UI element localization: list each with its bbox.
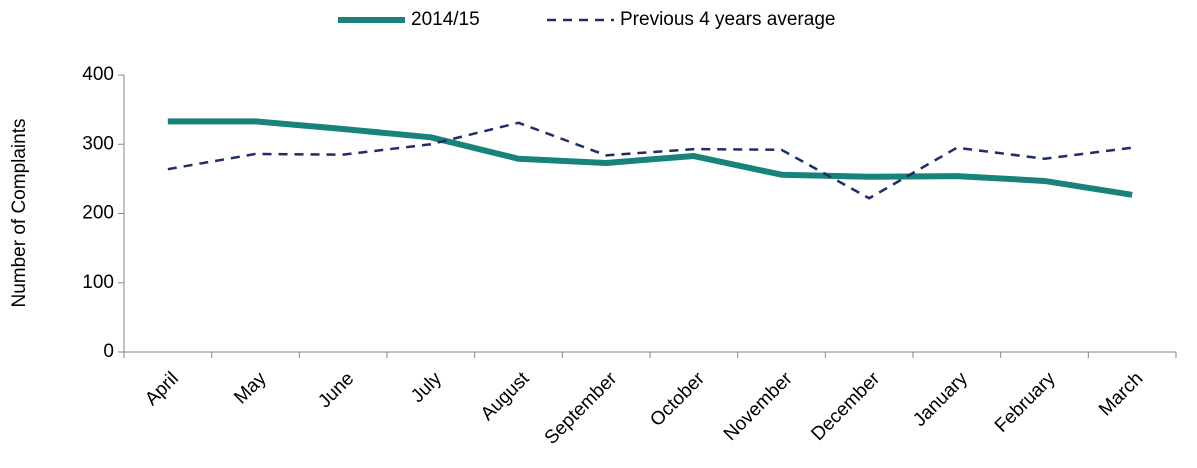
x-tick-label: August (477, 368, 534, 425)
x-tick-label: May (230, 368, 271, 409)
y-axis-title: Number of Complaints (9, 118, 30, 307)
x-tick-label: December (807, 368, 884, 445)
x-tick-label: March (1095, 368, 1147, 420)
y-tick-label: 300 (82, 133, 114, 154)
y-tick-label: 200 (82, 203, 114, 224)
x-tick-label: November (720, 368, 797, 445)
x-tick-label: September (541, 368, 622, 449)
x-tick-label: October (646, 368, 709, 431)
y-tick-label: 0 (103, 341, 114, 362)
y-tick-label: 400 (82, 64, 114, 85)
legend-label: Previous 4 years average (620, 9, 835, 30)
x-tick-label: April (141, 368, 183, 410)
x-tick-label: January (909, 368, 972, 431)
series-line (167, 121, 1133, 200)
x-tick-label: February (991, 368, 1060, 437)
legend-label: 2014/15 (411, 9, 480, 30)
x-tick-label: June (314, 368, 358, 412)
series-line (167, 118, 1133, 198)
y-tick-label: 100 (82, 272, 114, 293)
x-tick-label: July (407, 368, 446, 407)
